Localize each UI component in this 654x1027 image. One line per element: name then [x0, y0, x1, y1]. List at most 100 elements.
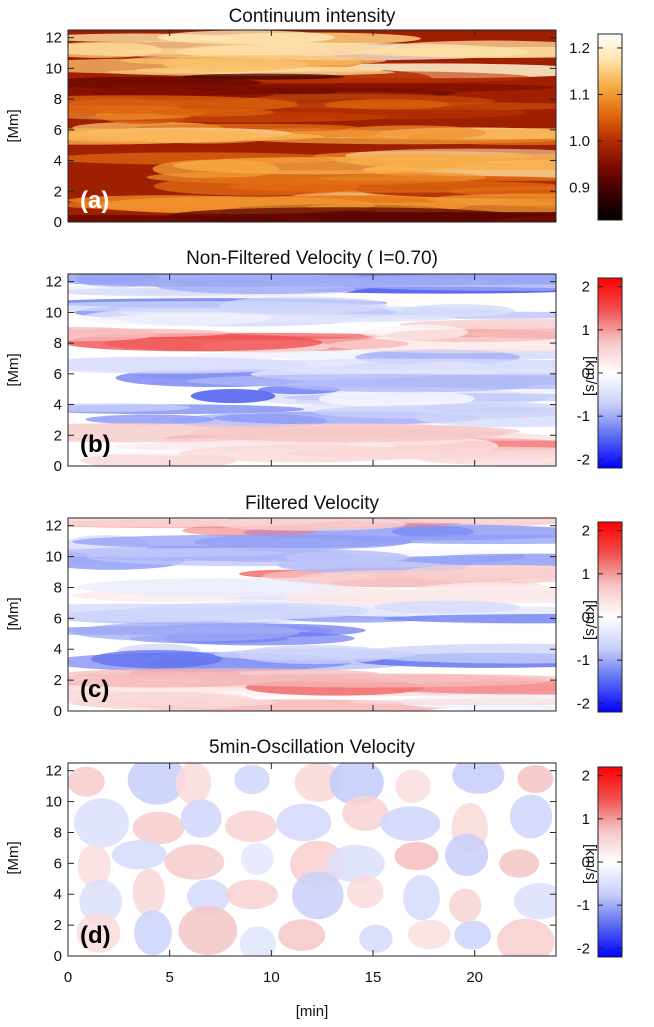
x-tick-label: 0: [64, 969, 72, 986]
heatmap-blob: [449, 888, 482, 923]
colorbar-tick-label: -2: [577, 451, 590, 468]
panel-b-label: (b): [80, 431, 111, 458]
y-tick-label: 12: [45, 30, 62, 47]
heatmap-band: [296, 570, 502, 588]
heatmap-blob: [407, 919, 451, 950]
colorbar-tick-label: 1: [582, 811, 590, 828]
colorbar-tick-label: 2: [582, 523, 590, 540]
colorbar-tick-label: -1: [577, 652, 590, 669]
panel-a-frame: [67, 29, 557, 223]
y-tick-label: 10: [45, 60, 62, 77]
heatmap-streak: [348, 698, 556, 706]
heatmap-blob: [291, 871, 344, 920]
panel-c-label: (c): [80, 676, 109, 703]
colorbar-tick-label: 0: [582, 609, 590, 626]
heatmap-blob: [509, 794, 553, 839]
heatmap-blob: [186, 879, 230, 915]
colorbar-tick-label: 0.9: [569, 179, 590, 196]
heatmap-band: [68, 40, 402, 58]
colorbar-tick-label: 1: [582, 566, 590, 583]
heatmap-streak: [190, 388, 276, 404]
y-tick-label: 4: [54, 397, 62, 414]
y-tick-label: 4: [54, 886, 62, 903]
y-tick-label: 2: [54, 672, 62, 689]
heatmap-band: [312, 404, 556, 420]
heatmap-band: [287, 446, 556, 460]
panel-b-cblabel: [km/s]: [582, 356, 599, 396]
colorbar-tick-label: -1: [577, 897, 590, 914]
heatmap-blob: [134, 910, 172, 956]
heatmap-blob: [79, 879, 123, 924]
heatmap-blob: [132, 811, 185, 845]
colorbar-tick-label: 0: [582, 365, 590, 382]
heatmap-blob: [496, 918, 555, 956]
colorbar-tick-label: 0: [582, 854, 590, 871]
heatmap-band: [68, 518, 343, 527]
heatmap-band: [149, 108, 274, 117]
panel-a: Continuum intensity 0 2 4 6 8 10 12 (a) 0.9 1.0…: [5, 6, 623, 231]
heatmap-blob: [239, 926, 277, 956]
heatmap-band: [216, 358, 556, 370]
y-tick-label: 6: [54, 122, 62, 139]
heatmap-blob: [180, 799, 222, 838]
heatmap-streak: [90, 649, 223, 669]
panel-b: Non-Filtered Velocity ( I=0.70) 02468101…: [5, 248, 623, 475]
heatmap-blob: [225, 810, 277, 843]
heatmap-streak: [332, 125, 487, 141]
heatmap-blob: [517, 764, 554, 794]
heatmap-blob: [359, 924, 393, 953]
panel-b-title: Non-Filtered Velocity ( I=0.70): [186, 248, 438, 269]
panel-a-ylabel: [Mm]: [5, 109, 22, 142]
heatmap-streak: [329, 337, 556, 354]
heatmap-blob: [76, 912, 121, 953]
heatmap-blob: [276, 803, 332, 842]
y-tick-label: 6: [54, 610, 62, 627]
heatmap-band: [190, 423, 509, 443]
heatmap-band: [352, 534, 556, 545]
heatmap-band: [68, 403, 191, 412]
y-tick-label: 8: [54, 91, 62, 108]
heatmap-blob: [394, 842, 439, 871]
heatmap-band: [72, 534, 414, 549]
heatmap-band: [68, 328, 230, 338]
y-tick-label: 8: [54, 335, 62, 352]
panel-c-heatmap: [68, 518, 556, 711]
heatmap-blob: [445, 833, 489, 877]
colorbar-tick-label: -2: [577, 695, 590, 712]
panel-a-colorbar: 0.9 1.0 1.1 1.2: [569, 33, 623, 221]
heatmap-band: [68, 626, 310, 635]
x-tick-label: 5: [165, 969, 173, 986]
heatmap-band: [283, 587, 438, 607]
y-tick-label: 6: [54, 366, 62, 383]
heatmap-streak: [78, 578, 357, 597]
panel-d-title: 5min-Oscillation Velocity: [209, 737, 415, 758]
x-tick-labels: 0 5 10 15 20: [64, 969, 483, 986]
panel-c-frame: [67, 517, 557, 712]
y-tick-label: 10: [45, 794, 62, 811]
colorbar-tick-label: -2: [577, 940, 590, 957]
heatmap-band: [127, 276, 498, 288]
heatmap-band: [373, 600, 521, 614]
panel-c-ylabel: [Mm]: [5, 597, 22, 630]
heatmap-blob: [132, 868, 165, 916]
heatmap-band: [153, 176, 362, 196]
x-tick-label: 10: [263, 969, 280, 986]
x-axis-label: [min]: [296, 1003, 329, 1020]
panel-a-heatmap: [68, 30, 556, 222]
heatmap-blob: [454, 920, 492, 950]
heatmap-streak: [391, 525, 475, 538]
heatmap-blob: [342, 795, 389, 831]
heatmap-blob: [294, 763, 343, 803]
y-tick-label: 12: [45, 763, 62, 780]
heatmap-band: [72, 691, 258, 711]
heatmap-band: [207, 673, 556, 683]
heatmap-streak: [373, 324, 469, 340]
heatmap-band: [172, 157, 457, 175]
panel-b-heatmap: [68, 274, 556, 466]
x-tick-label: 15: [365, 969, 382, 986]
heatmap-blob: [111, 840, 167, 870]
y-tick-label: 0: [54, 458, 62, 475]
colorbar-tick-label: 1.0: [569, 133, 590, 150]
